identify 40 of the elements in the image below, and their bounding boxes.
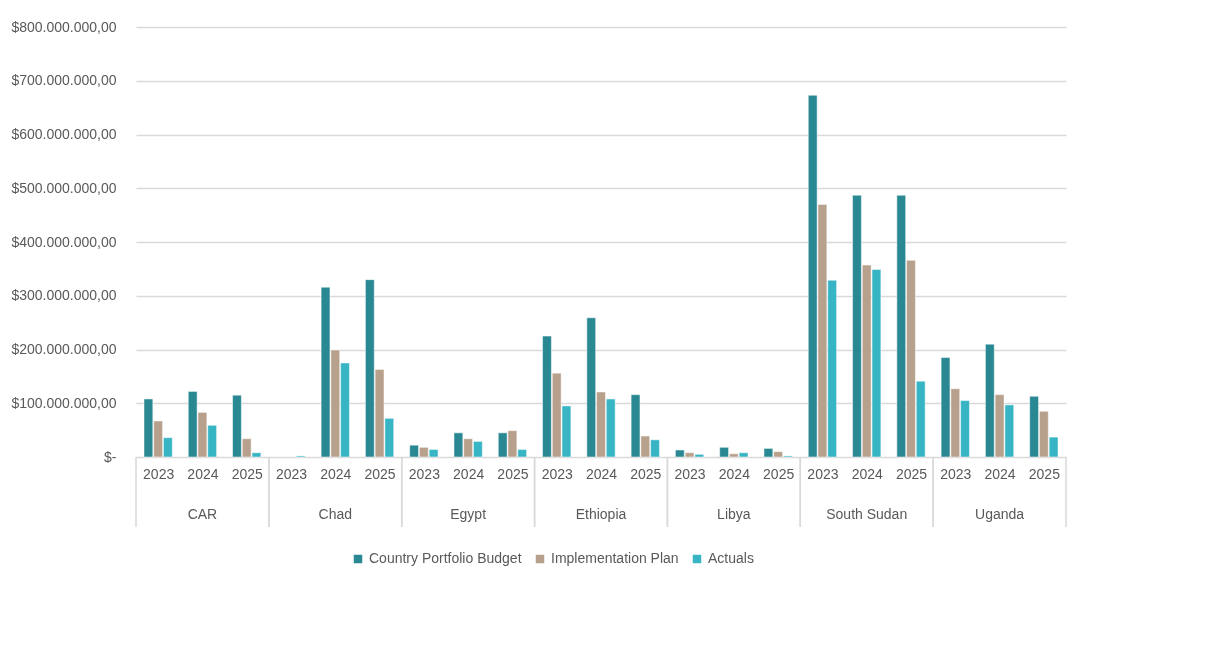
y-tick-label: $200.000.000,00: [11, 341, 117, 357]
x-tick-label: 2024: [585, 465, 618, 482]
x-tick-label: 2025: [763, 465, 795, 482]
text: Egypt: [450, 506, 487, 522]
x-tick-label: 2025: [364, 465, 396, 482]
y-tick-label: $700.000.000,00: [11, 72, 117, 89]
x-tick-label: 2024: [320, 465, 352, 482]
x-tick-label: 2023: [807, 465, 839, 482]
y-tick-label: $300.000.000,00: [11, 287, 117, 304]
x-tick-label: 2023: [143, 465, 175, 482]
text: South Sudan: [826, 506, 908, 522]
x-tick-label: 2025: [1028, 465, 1061, 482]
x-tick-label: 2023: [275, 465, 308, 482]
y-tick-label: $600.000.000,00: [11, 126, 117, 142]
text: CAR: [187, 506, 218, 522]
y-tick-label: $500.000.000,00: [11, 179, 117, 196]
text: Libya: [717, 506, 751, 522]
legend-label: Implementation Plan: [551, 550, 679, 566]
x-tick-label: 2025: [497, 465, 529, 482]
y-tick-label: $100.000.000,00: [11, 394, 117, 411]
x-tick-label: 2025: [630, 465, 662, 482]
text: Chad: [318, 506, 353, 522]
x-tick-label: 2024: [984, 465, 1016, 482]
text: Ethiopia: [575, 506, 627, 522]
x-tick-label: 2023: [940, 465, 972, 482]
y-tick-label: $-: [104, 448, 117, 465]
text: Uganda: [975, 506, 1025, 522]
y-tick-label: $400.000.000,00: [11, 233, 117, 250]
x-tick-label: 2023: [674, 465, 706, 482]
x-tick-label: 2024: [187, 465, 219, 482]
y-tick-label: $800.000.000,00: [11, 18, 117, 35]
x-tick-label: 2024: [453, 465, 485, 482]
legend-label: Country Portfolio Budget: [369, 550, 522, 566]
x-tick-label: 2025: [231, 465, 263, 482]
legend-label: Actuals: [708, 550, 754, 566]
x-tick-label: 2025: [895, 465, 928, 482]
x-tick-label: 2023: [541, 465, 573, 482]
x-tick-label: 2024: [718, 465, 751, 482]
x-tick-label: 2023: [408, 465, 441, 482]
x-tick-label: 2024: [851, 465, 883, 482]
